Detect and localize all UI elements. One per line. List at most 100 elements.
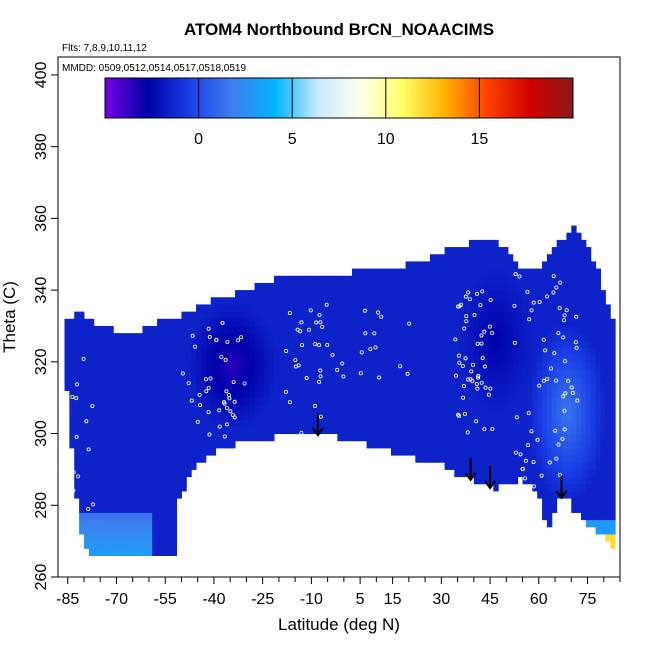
- heatmap-cell: [113, 376, 119, 384]
- heatmap-cell: [74, 455, 80, 463]
- heatmap-cell: [498, 440, 504, 449]
- heatmap-cell: [161, 490, 168, 499]
- heatmap-cell: [610, 541, 616, 549]
- heatmap-cell: [473, 354, 480, 363]
- heatmap-cell: [83, 455, 90, 463]
- heatmap-cell: [478, 247, 485, 255]
- heatmap-cell: [439, 297, 446, 305]
- heatmap-cell: [186, 325, 192, 334]
- heatmap-cell: [595, 275, 602, 284]
- heatmap-cell: [88, 462, 95, 470]
- heatmap-cell: [113, 469, 119, 478]
- heatmap-cell: [361, 347, 368, 356]
- heatmap-cell: [293, 311, 299, 320]
- heatmap-cell: [444, 347, 450, 356]
- heatmap-cell: [566, 419, 572, 427]
- heatmap-cell: [507, 369, 514, 377]
- data-point: [407, 321, 412, 326]
- heatmap-cell: [400, 433, 407, 442]
- heatmap-cell: [103, 419, 109, 427]
- heatmap-cell: [98, 376, 104, 384]
- heatmap-cell: [161, 462, 168, 470]
- heatmap-cell: [561, 275, 567, 284]
- heatmap-cell: [522, 419, 528, 427]
- heatmap-cell: [551, 318, 558, 327]
- heatmap-cell: [166, 440, 173, 449]
- heatmap-cell: [590, 383, 597, 392]
- heatmap-cell: [249, 311, 256, 320]
- heatmap-cell: [356, 376, 363, 384]
- arrow-head: [484, 480, 496, 490]
- data-point: [462, 411, 467, 416]
- data-point: [466, 377, 471, 382]
- heatmap-cell: [142, 476, 148, 485]
- heatmap-cell: [181, 390, 187, 399]
- heatmap-cell: [542, 376, 548, 384]
- heatmap-cell: [532, 290, 538, 298]
- heatmap-cell: [361, 304, 368, 313]
- heatmap-cell: [171, 390, 178, 399]
- data-point: [180, 371, 185, 376]
- heatmap-cell: [171, 440, 178, 449]
- heatmap-cell: [473, 297, 480, 305]
- heatmap-cell: [191, 447, 197, 456]
- heatmap-cell: [274, 419, 280, 427]
- heatmap-cell: [210, 397, 217, 406]
- heatmap-cell: [176, 397, 182, 406]
- heatmap-cell: [113, 548, 119, 556]
- heatmap-cell: [181, 412, 187, 420]
- heatmap-cell: [347, 376, 353, 384]
- heatmap-cell: [576, 325, 582, 334]
- heatmap-cell: [546, 469, 553, 478]
- heatmap-cell: [537, 369, 543, 377]
- heatmap-cell: [332, 369, 338, 377]
- heatmap-cell: [498, 333, 504, 341]
- heatmap-cell: [556, 376, 563, 384]
- heatmap-cell: [439, 455, 446, 463]
- heatmap-cell: [147, 519, 153, 528]
- heatmap-cell: [186, 412, 192, 420]
- heatmap-cell: [585, 247, 592, 255]
- heatmap-cell: [264, 404, 270, 413]
- heatmap-cell: [137, 440, 143, 449]
- data-point: [557, 473, 562, 478]
- heatmap-cell: [118, 462, 124, 470]
- heatmap-cell: [269, 304, 275, 313]
- heatmap-cell: [244, 390, 251, 399]
- heatmap-cell: [152, 361, 158, 370]
- heatmap-cell: [610, 440, 616, 449]
- data-point: [482, 427, 487, 432]
- arrow-head: [555, 490, 568, 500]
- heatmap-cell: [342, 390, 348, 399]
- heatmap-cell: [498, 455, 504, 463]
- heatmap-cell: [493, 426, 499, 435]
- heatmap-cell: [605, 462, 611, 470]
- data-point: [539, 473, 544, 478]
- heatmap-cell: [590, 325, 597, 334]
- heatmap-cell: [444, 390, 450, 399]
- x-tick-label: -85: [56, 591, 79, 608]
- heatmap-cell: [483, 397, 489, 406]
- heatmap-cell: [118, 397, 124, 406]
- heatmap-cell: [522, 412, 528, 420]
- data-point: [514, 415, 519, 420]
- heatmap-cell: [137, 390, 143, 399]
- heatmap-cell: [308, 419, 314, 427]
- heatmap-cell: [595, 483, 602, 492]
- heatmap-cell: [327, 412, 334, 420]
- data-point: [486, 392, 491, 397]
- heatmap-cell: [483, 239, 489, 248]
- heatmap-cell: [118, 347, 124, 356]
- heatmap-cell: [410, 297, 416, 305]
- heatmap-cell: [585, 447, 592, 456]
- heatmap-cell: [434, 383, 441, 392]
- heatmap-cell: [468, 247, 475, 255]
- heatmap-cell: [249, 376, 256, 384]
- heatmap-cell: [386, 318, 392, 327]
- heatmap-cell: [468, 254, 475, 262]
- heatmap-cell: [278, 304, 285, 313]
- heatmap-cell: [93, 390, 100, 399]
- heatmap-cell: [161, 404, 168, 413]
- heatmap-cell: [581, 318, 587, 327]
- heatmap-cell: [425, 290, 431, 298]
